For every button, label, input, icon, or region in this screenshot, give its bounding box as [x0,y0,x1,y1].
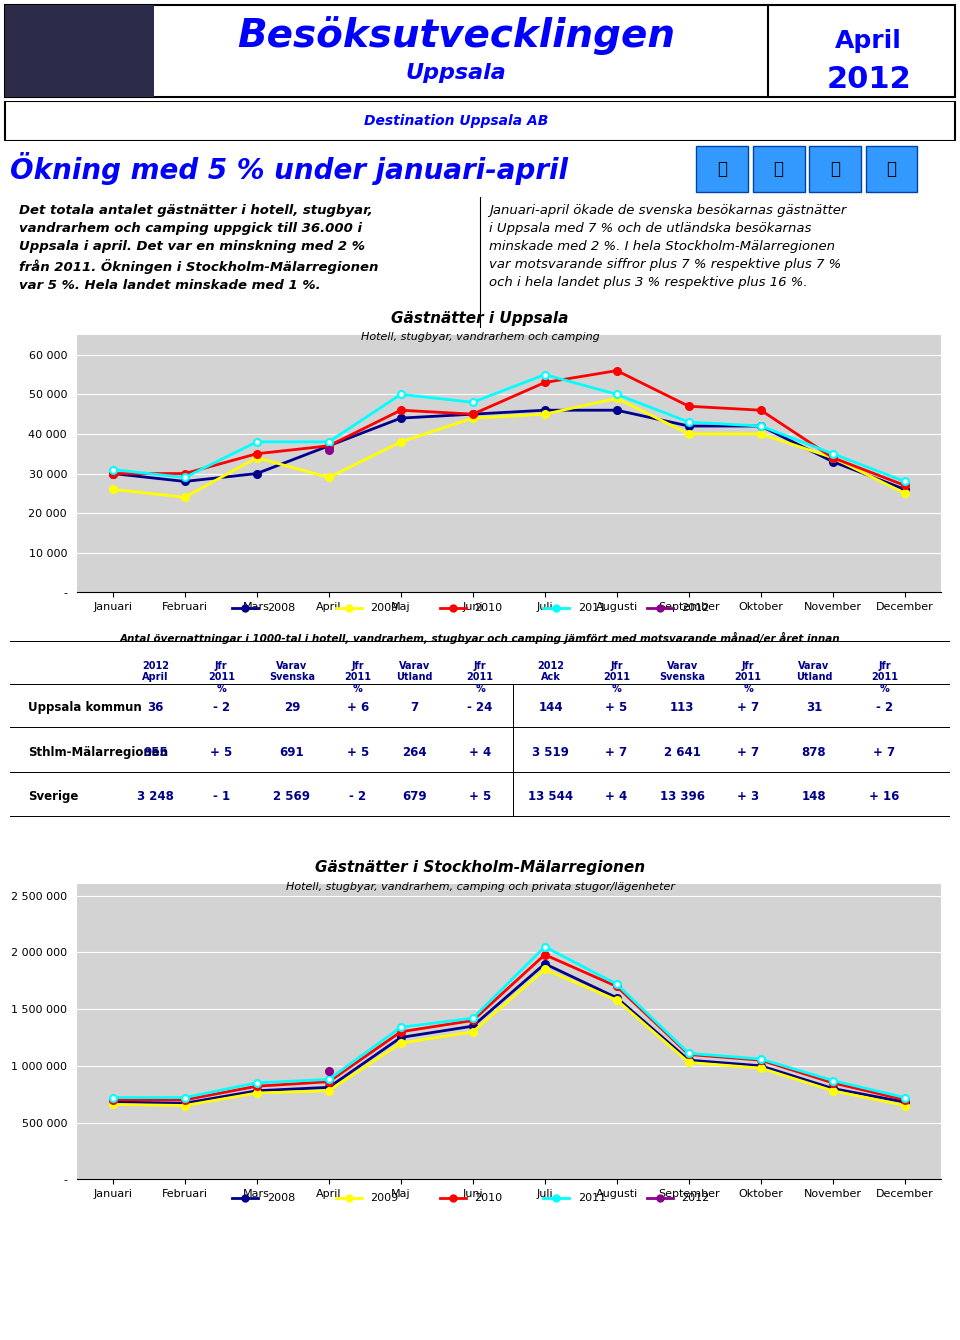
Text: + 5: + 5 [210,745,232,758]
Text: 148: 148 [802,791,827,803]
Text: 2012
Ack: 2012 Ack [537,661,564,682]
Text: Uppsala kommun: Uppsala kommun [29,701,142,714]
Text: 2012
April: 2012 April [142,661,169,682]
Text: Gästnätter i Stockholm-Mälarregionen: Gästnätter i Stockholm-Mälarregionen [315,860,645,875]
Bar [5,5,154,96]
Text: Besöksutvecklingen: Besöksutvecklingen [237,16,675,55]
Text: + 7: + 7 [737,701,759,714]
Text: 13 544: 13 544 [528,791,573,803]
Text: Hotell, stugbyar, vandrarhem, camping och privata stugor/lägenheter: Hotell, stugbyar, vandrarhem, camping oc… [285,882,675,891]
Text: Varav
Svenska: Varav Svenska [269,661,315,682]
Text: + 3: + 3 [737,791,759,803]
Text: + 6: + 6 [347,701,369,714]
Text: 3 519: 3 519 [532,745,569,758]
Text: 2010: 2010 [474,1193,502,1203]
Text: - 2: - 2 [876,701,893,714]
Text: 2011: 2011 [578,603,606,614]
Bar [809,146,861,192]
Text: 2009: 2009 [371,1193,398,1203]
Text: Gästnätter i Uppsala: Gästnätter i Uppsala [392,311,568,326]
Text: 36: 36 [147,701,163,714]
Text: 2010: 2010 [474,603,502,614]
Text: Jfr
2011
%: Jfr 2011 % [207,661,235,694]
Text: 2 641: 2 641 [663,745,701,758]
Text: Jfr
2011
%: Jfr 2011 % [871,661,898,694]
Text: 2008: 2008 [267,603,295,614]
Text: 264: 264 [402,745,426,758]
Text: + 7: + 7 [737,745,759,758]
Text: - 1: - 1 [213,791,229,803]
Text: Varav
Svenska: Varav Svenska [660,661,706,682]
Text: 2009: 2009 [371,603,398,614]
Bar [866,146,918,192]
Text: 31: 31 [805,701,822,714]
Text: - 24: - 24 [468,701,492,714]
Bar [696,146,748,192]
Text: Jfr
2011
%: Jfr 2011 % [345,661,372,694]
Text: April: April [835,28,902,52]
Text: Jfr
2011
%: Jfr 2011 % [603,661,630,694]
Text: 🚌: 🚌 [717,159,727,178]
Text: Jfr
2011
%: Jfr 2011 % [734,661,761,694]
Text: Hotell, stugbyar, vandrarhem och camping: Hotell, stugbyar, vandrarhem och camping [361,332,599,342]
Text: Det totala antalet gästnätter i hotell, stugbyar,
vandrarhem och camping uppgick: Det totala antalet gästnätter i hotell, … [19,204,378,292]
Text: + 5: + 5 [468,791,492,803]
Text: 2008: 2008 [267,1193,295,1203]
Text: 2 569: 2 569 [274,791,310,803]
Text: 2011: 2011 [578,1193,606,1203]
Text: Varav
Utland: Varav Utland [396,661,432,682]
Text: 144: 144 [539,701,563,714]
Text: 🏠: 🏠 [773,159,783,178]
Text: Ökning med 5 % under januari-april: Ökning med 5 % under januari-april [10,153,567,185]
Text: 3 248: 3 248 [137,791,174,803]
Text: 113: 113 [670,701,694,714]
Text: ⛪: ⛪ [829,159,840,178]
Text: + 4: + 4 [468,745,492,758]
Text: 2012: 2012 [827,64,911,94]
Text: 691: 691 [279,745,304,758]
Text: + 5: + 5 [347,745,369,758]
Text: + 16: + 16 [870,791,900,803]
Text: Antal övernattningar i 1000-tal i hotell, vandrarhem, stugbyar och camping jämfö: Antal övernattningar i 1000-tal i hotell… [120,631,840,643]
Text: 2012: 2012 [682,603,709,614]
Text: Sthlm-Mälarregionen: Sthlm-Mälarregionen [29,745,169,758]
Text: + 7: + 7 [606,745,628,758]
Text: + 5: + 5 [606,701,628,714]
Text: Sverige: Sverige [29,791,79,803]
Text: Destination Uppsala AB: Destination Uppsala AB [364,114,548,127]
Text: + 7: + 7 [874,745,896,758]
Text: + 4: + 4 [606,791,628,803]
Text: 13 396: 13 396 [660,791,705,803]
Text: Jfr
2011
%: Jfr 2011 % [467,661,493,694]
Text: - 2: - 2 [349,791,367,803]
Text: Januari-april ökade de svenska besökarnas gästnätter
i Uppsala med 7 % och de ut: Januari-april ökade de svenska besökarna… [490,204,847,288]
Text: 29: 29 [283,701,300,714]
Text: 2012: 2012 [682,1193,709,1203]
Bar [753,146,804,192]
Text: - 2: - 2 [213,701,229,714]
Text: 878: 878 [802,745,827,758]
Text: 955: 955 [143,745,168,758]
Text: Uppsala: Uppsala [406,63,506,83]
Text: Varav
Utland: Varav Utland [796,661,832,682]
Text: 679: 679 [402,791,426,803]
Text: 🏕: 🏕 [886,159,896,178]
Text: 7: 7 [410,701,419,714]
